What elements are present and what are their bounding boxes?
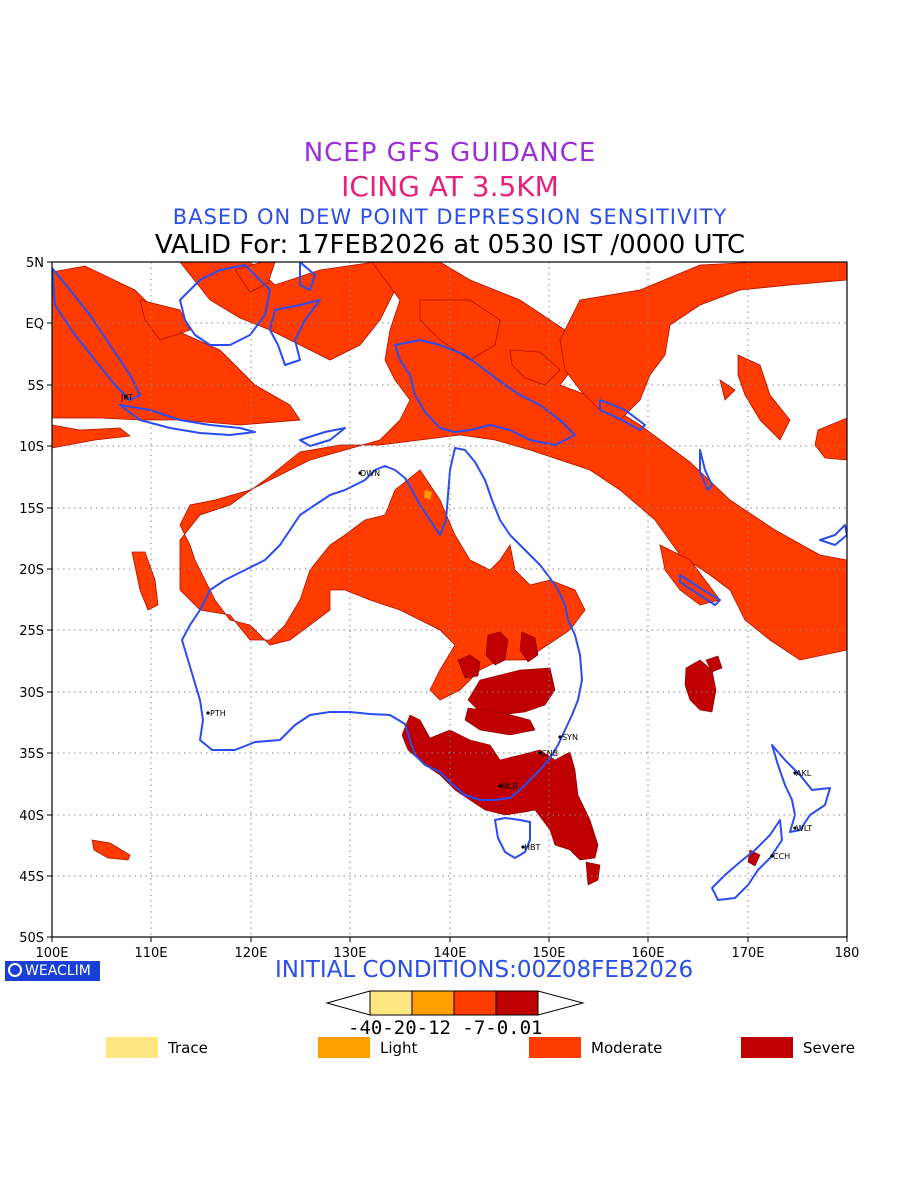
city-dot-jkt [124, 395, 128, 399]
coastline-java [119, 404, 256, 436]
copyright-icon [8, 963, 22, 977]
city-dot-syn [558, 735, 562, 739]
longitude-labels: 100E 110E 120E 130E 140E 150E 160E 170E … [35, 946, 859, 961]
city-labels: JKT DWN PTH SYN CNB MLB HBT AKL WLT CCH [120, 393, 812, 861]
lat-label-45s: 45S [19, 870, 44, 885]
light-icing-spot [424, 490, 432, 500]
city-dot-dwn [358, 471, 362, 475]
coastline-australia [181, 447, 583, 801]
lat-label-5s: 5S [27, 379, 44, 394]
lon-label-150e: 150E [532, 946, 565, 961]
lat-label-25s: 25S [19, 624, 44, 639]
coastline-new-guinea [394, 339, 576, 446]
brand-text: WEACLIM [25, 963, 91, 979]
colorbar-moderate [453, 990, 497, 1016]
legend-swatch-trace [106, 1037, 158, 1058]
city-label-hbt: HBT [524, 843, 541, 852]
colorbar-light [411, 990, 455, 1016]
city-dot-cch [770, 854, 774, 858]
lat-label-10s: 10S [19, 440, 44, 455]
title-model: NCEP GFS GUIDANCE [303, 138, 597, 168]
legend-swatch-moderate [529, 1037, 581, 1058]
city-dot-pth [206, 711, 210, 715]
coastline-borneo [179, 264, 271, 346]
city-dot-mlb [498, 784, 502, 788]
lon-label-120e: 120E [234, 946, 267, 961]
legend-label-severe: Severe [803, 1039, 855, 1057]
city-label-cch: CCH [773, 852, 790, 861]
coastlines [52, 262, 847, 901]
lat-label-30s: 30S [19, 686, 44, 701]
latitude-labels: 5N EQ 5S 10S 15S 20S 25S 30S 35S 40S 45S… [19, 256, 44, 946]
lat-label-50s: 50S [19, 931, 44, 946]
legend-swatch-light [318, 1037, 370, 1058]
coastline-new-zealand-south [711, 819, 783, 901]
lon-label-130e: 130E [333, 946, 366, 961]
colorbar-left-arrow [325, 990, 371, 1016]
city-dot-akl [793, 771, 797, 775]
lon-label-160e: 160E [631, 946, 664, 961]
lon-label-110e: 110E [134, 946, 167, 961]
city-markers [124, 395, 797, 858]
icing-areas: JKT DWN PTH SYN CNB MLB HBT AKL WLT CCH [52, 262, 847, 937]
colorbar-severe [495, 990, 539, 1016]
coastline-timor [299, 427, 346, 447]
city-label-mlb: MLB [501, 782, 518, 791]
weaclim-logo: WEACLIM [5, 961, 100, 981]
color-bar [325, 990, 585, 1016]
city-dot-cnb [538, 751, 542, 755]
city-dot-wlt [793, 826, 797, 830]
gridlines [52, 262, 847, 937]
coastline-new-zealand-north [771, 744, 831, 833]
coastline-vanuatu [699, 449, 713, 491]
city-label-dwn: DWN [360, 469, 380, 478]
coastline-sumatra [52, 267, 141, 401]
tick-marks [47, 261, 848, 942]
lat-label-40s: 40S [19, 809, 44, 824]
initial-conditions: INITIAL CONDITIONS:00Z08FEB2026 [275, 957, 694, 983]
lon-label-100e: 100E [35, 946, 68, 961]
coastline-philippines [299, 262, 316, 291]
city-label-wlt: WLT [796, 824, 812, 833]
coastline-sulawesi [269, 299, 321, 366]
colorbar-trace [369, 990, 413, 1016]
city-dot-hbt [521, 845, 525, 849]
title-method: BASED ON DEW POINT DEPRESSION SENSITIVIT… [172, 205, 728, 229]
lat-label-20s: 20S [19, 563, 44, 578]
colorbar-tick-labels: -40-20-12 -7-0.01 [348, 1017, 543, 1039]
city-label-jkt: JKT [120, 393, 133, 402]
lat-label-5n: 5N [26, 256, 44, 271]
lat-label-eq: EQ [26, 317, 44, 332]
city-label-pth: PTH [210, 709, 226, 718]
coastline-solomons [599, 399, 646, 431]
lon-label-140e: 140E [433, 946, 466, 961]
coastline-fiji [819, 524, 847, 546]
legend-label-light: Light [380, 1039, 418, 1057]
coastline-new-caledonia [679, 574, 721, 606]
city-label-akl: AKL [796, 769, 812, 778]
legend-label-trace: Trace [168, 1039, 208, 1057]
legend-swatch-severe [741, 1037, 793, 1058]
colorbar-right-arrow [537, 990, 585, 1016]
legend-label-moderate: Moderate [591, 1039, 663, 1057]
title-valid-time: VALID For: 17FEB2026 at 0530 IST /0000 U… [154, 230, 746, 260]
title-product: ICING AT 3.5KM [341, 170, 559, 203]
coastline-tasmania [494, 817, 531, 859]
city-label-cnb: CNB [541, 749, 558, 758]
lon-label-170e: 170E [731, 946, 764, 961]
lon-label-180: 180 [835, 946, 860, 961]
lat-label-35s: 35S [19, 747, 44, 762]
city-label-syn: SYN [562, 733, 578, 742]
lat-label-15s: 15S [19, 502, 44, 517]
